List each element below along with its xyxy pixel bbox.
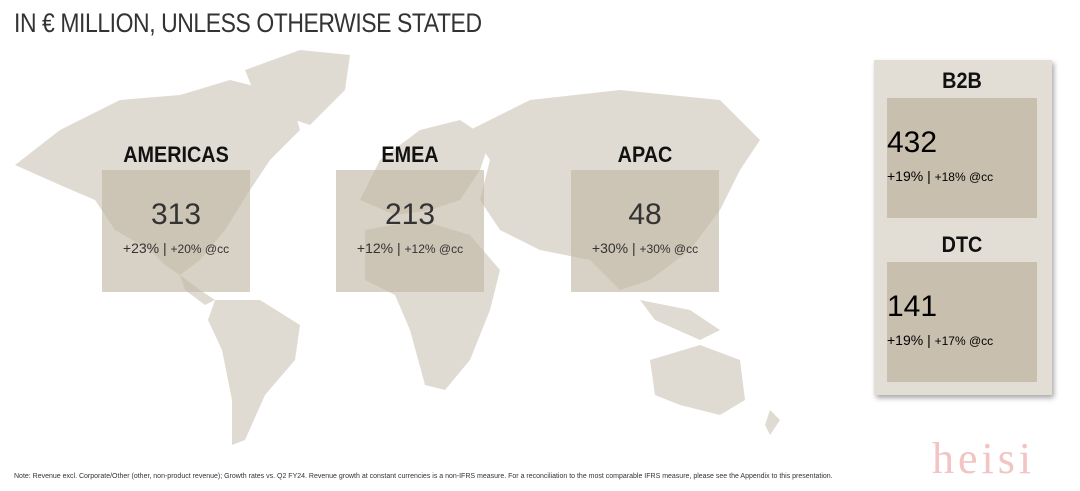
- card-label: B2B: [942, 68, 982, 93]
- new-zealand: [765, 410, 780, 435]
- growth-cc: +20% @cc: [170, 242, 230, 256]
- growth-cc: +18% @cc: [934, 170, 994, 184]
- card-value: 48: [628, 198, 662, 231]
- south-america: [208, 300, 300, 445]
- growth-cc: +12% @cc: [404, 242, 464, 256]
- growth-rate: +23% |: [122, 240, 167, 256]
- card-label: DTC: [941, 232, 983, 257]
- southeast-asia: [640, 300, 720, 340]
- card-value: 432: [887, 126, 938, 159]
- card-growth: +12% | +12% @cc: [336, 240, 484, 256]
- growth-rate: +19% |: [887, 168, 931, 184]
- card-value: 213: [384, 198, 436, 231]
- growth-rate: +19% |: [887, 332, 931, 348]
- card-value: 313: [150, 198, 202, 231]
- growth-rate: +12% |: [356, 240, 401, 256]
- footnote: Note: Revenue excl. Corporate/Other (oth…: [14, 473, 833, 480]
- card-box: 432 +19% | +18% @cc: [887, 98, 1037, 218]
- page-title: IN € MILLION, UNLESS OTHERWISE STATED: [14, 8, 482, 38]
- growth-cc: +30% @cc: [639, 242, 699, 256]
- card-value: 141: [887, 290, 938, 323]
- card-growth: +23% | +20% @cc: [102, 240, 250, 256]
- card-growth: +30% | +30% @cc: [571, 240, 719, 256]
- card-growth: +19% | +17% @cc: [887, 332, 1037, 348]
- card-label: APAC: [617, 142, 673, 167]
- growth-cc: +17% @cc: [934, 334, 994, 348]
- card-label: AMERICAS: [123, 142, 229, 167]
- card-box: 313 +23% | +20% @cc: [102, 170, 250, 292]
- card-box: 141 +19% | +17% @cc: [887, 262, 1037, 382]
- watermark: heisi: [932, 434, 1036, 483]
- greenland: [245, 50, 350, 125]
- card-box: 48 +30% | +30% @cc: [571, 170, 719, 292]
- growth-rate: +30% |: [591, 240, 636, 256]
- card-label: EMEA: [381, 142, 439, 167]
- card-growth: +19% | +18% @cc: [887, 168, 1037, 184]
- channel-panel: B2B 432 +19% | +18% @cc DTC 141 +19% | +17% @…: [874, 60, 1052, 395]
- australia: [650, 345, 745, 415]
- card-box: 213 +12% | +12% @cc: [336, 170, 484, 292]
